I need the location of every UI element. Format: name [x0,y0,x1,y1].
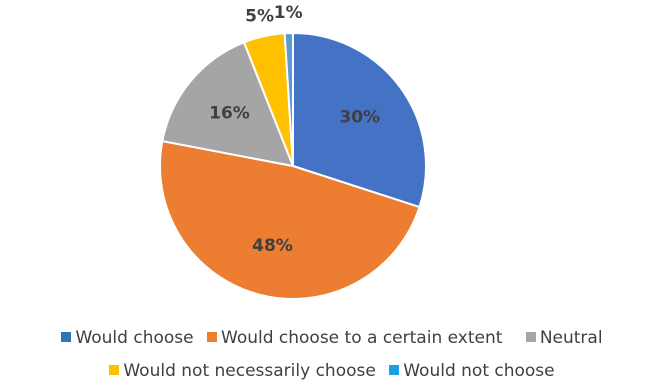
pie-data-labels: 30% 48% 16% 5% 1% [209,3,380,256]
pie-slices [159,31,427,300]
legend-item-would-choose: Would choose [61,328,194,348]
pie-slice-would-not-choose [283,31,294,167]
pie-slice-neutral [161,41,295,168]
legend-item-would-not-choose: Would not choose [389,361,555,381]
legend-swatch [525,332,536,342]
data-label-would-choose-to-a-certain-extent: 48% [252,236,293,256]
legend-label: Would choose [75,328,194,348]
data-label-neutral: 16% [209,103,250,123]
legend-swatch [109,365,120,375]
legend-row-2: Would not necessarily choose Would not c… [0,361,664,381]
legend-item-not-necessarily: Would not necessarily choose [109,361,376,381]
data-label-would-choose: 30% [339,108,380,128]
legend-label: Would not choose [403,361,555,381]
legend-row-1: Would choose Would choose to a certain e… [0,328,664,348]
legend-swatch [207,332,217,342]
legend-label: Neutral [539,328,603,348]
pie-slice-would-choose [292,31,427,209]
legend-swatch [389,365,400,375]
legend-item-neutral: Neutral [525,328,603,348]
pie-slice-would-choose-to-a-certain-extent [159,139,421,300]
legend-label: Would choose to a certain extent [221,328,503,348]
data-label-would-not-necessarily-choose: 5% [245,7,274,27]
legend-item-certain-extent: Would choose to a certain extent [207,328,502,348]
legend-label: Would not necessarily choose [123,361,376,381]
data-label-would-not-choose: 1% [274,3,303,23]
legend-swatch [61,332,72,342]
